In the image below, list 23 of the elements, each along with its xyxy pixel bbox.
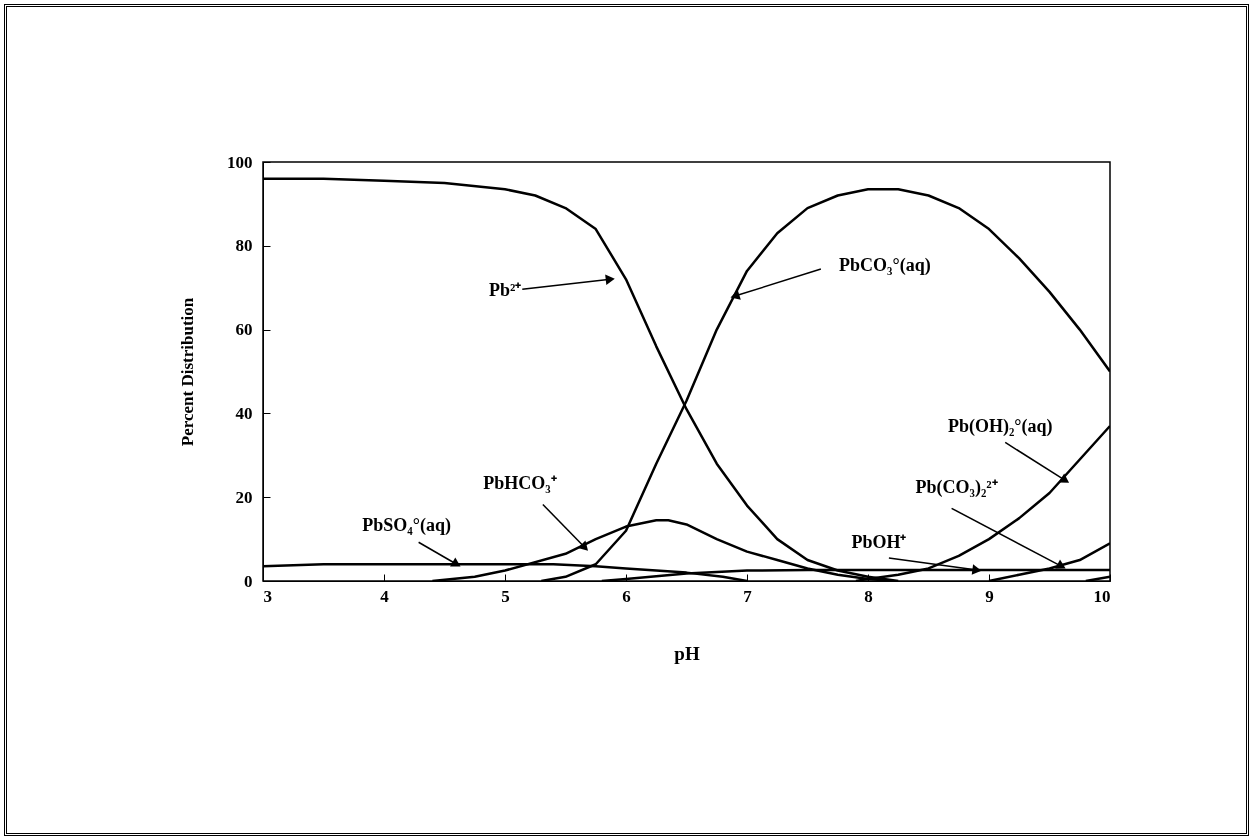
annotation: PbSO₄°(aq) (362, 515, 451, 537)
x-tick-label: 7 (743, 586, 753, 606)
annotation: Pb(OH)₂°(aq) (947, 416, 1053, 438)
annotation: PbOH⁺ (851, 532, 907, 553)
x-tick-label: 4 (380, 586, 390, 606)
x-tick-label: 10 (1093, 586, 1111, 606)
x-tick-label: 3 (263, 586, 272, 606)
y-tick-label: 0 (244, 571, 253, 591)
annotation: PbHCO₃⁺ (483, 473, 557, 494)
y-tick-label: 20 (235, 487, 253, 507)
x-tick-label: 6 (622, 586, 631, 606)
x-axis-title: pH (674, 642, 700, 664)
annotation: Pb²⁺ (489, 280, 522, 301)
y-tick-label: 80 (235, 236, 253, 256)
x-tick-label: 9 (985, 586, 994, 606)
y-tick-label: 100 (227, 152, 253, 172)
y-axis-title: Percent Distribution (178, 297, 197, 447)
x-tick-label: 5 (501, 586, 510, 606)
annotation: Pb(CO₃)₂²⁺ (915, 477, 998, 499)
annotation: PbCO₃°(aq) (839, 255, 931, 277)
y-tick-label: 40 (235, 403, 253, 423)
x-tick-label: 8 (864, 586, 873, 606)
y-tick-label: 60 (235, 320, 253, 340)
